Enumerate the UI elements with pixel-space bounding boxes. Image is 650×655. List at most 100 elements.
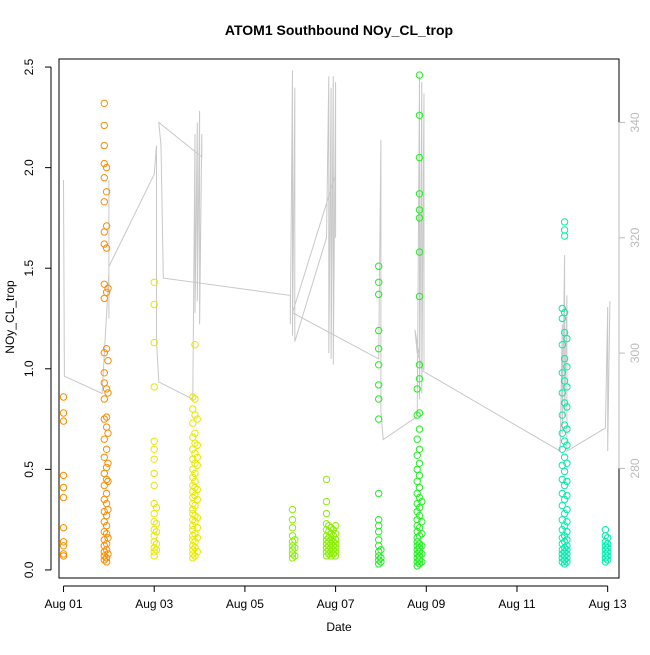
data-point bbox=[560, 509, 569, 518]
data-point bbox=[415, 292, 424, 301]
data-point bbox=[418, 542, 426, 550]
data-point bbox=[288, 516, 297, 524]
data-point bbox=[150, 455, 158, 463]
data-point bbox=[189, 526, 197, 534]
data-point bbox=[150, 469, 158, 478]
data-point bbox=[558, 389, 566, 397]
series-5 bbox=[558, 218, 612, 568]
x-tick-label: Aug 09 bbox=[407, 597, 445, 611]
data-point bbox=[102, 489, 111, 498]
data-point bbox=[150, 548, 158, 556]
data-point bbox=[100, 435, 109, 443]
data-point bbox=[104, 459, 112, 467]
data-point bbox=[191, 501, 199, 510]
data-point bbox=[189, 509, 197, 518]
data-point bbox=[193, 461, 202, 469]
data-point bbox=[150, 481, 158, 490]
data-point bbox=[331, 522, 340, 530]
data-point bbox=[413, 435, 421, 443]
data-point bbox=[601, 554, 610, 562]
data-point bbox=[375, 489, 383, 498]
data-point bbox=[563, 554, 571, 562]
data-point bbox=[193, 514, 202, 522]
data-point bbox=[322, 509, 331, 518]
data-point bbox=[102, 188, 111, 196]
data-point bbox=[558, 461, 566, 469]
data-point bbox=[59, 409, 68, 417]
data-point bbox=[104, 477, 112, 486]
data-point bbox=[415, 111, 424, 120]
data-point bbox=[288, 532, 297, 540]
data-point bbox=[100, 159, 109, 168]
data-point bbox=[415, 425, 424, 433]
data-point bbox=[102, 463, 111, 472]
data-point bbox=[558, 304, 566, 313]
data-point bbox=[189, 554, 197, 562]
data-point bbox=[558, 475, 566, 484]
data-point bbox=[102, 445, 111, 453]
data-point bbox=[191, 395, 199, 403]
data-point bbox=[413, 516, 421, 524]
data-point bbox=[413, 451, 421, 459]
data-point bbox=[100, 174, 109, 182]
data-point bbox=[415, 153, 424, 162]
data-point bbox=[415, 544, 424, 552]
data-point bbox=[193, 495, 202, 504]
data-point bbox=[558, 411, 566, 419]
y-tick-label: 1.5 bbox=[22, 260, 36, 277]
data-point bbox=[189, 419, 197, 427]
data-point bbox=[375, 290, 383, 299]
data-point bbox=[100, 379, 109, 387]
data-points-layer bbox=[59, 71, 612, 570]
data-point bbox=[288, 505, 297, 514]
data-point bbox=[104, 389, 112, 397]
data-point bbox=[189, 393, 197, 401]
data-point bbox=[560, 355, 569, 363]
data-point bbox=[558, 369, 566, 377]
data-point bbox=[558, 445, 566, 453]
data-point bbox=[189, 405, 197, 413]
data-point bbox=[150, 383, 158, 391]
data-point bbox=[59, 471, 68, 480]
data-point bbox=[100, 415, 109, 423]
data-point bbox=[563, 546, 571, 554]
data-point bbox=[189, 481, 197, 490]
data-point bbox=[102, 475, 111, 484]
data-point bbox=[375, 516, 383, 524]
data-point bbox=[601, 526, 610, 534]
data-point bbox=[102, 385, 111, 393]
data-point bbox=[150, 518, 158, 526]
data-point bbox=[191, 552, 199, 560]
data-point bbox=[322, 475, 331, 484]
data-point bbox=[102, 345, 111, 353]
data-point bbox=[102, 423, 111, 431]
data-point bbox=[415, 71, 424, 79]
data-point bbox=[100, 481, 109, 490]
data-point bbox=[102, 558, 111, 566]
data-point bbox=[59, 393, 68, 401]
y-tick-label: 2.5 bbox=[22, 58, 36, 75]
data-point bbox=[415, 375, 424, 383]
data-point bbox=[563, 491, 571, 500]
data-point bbox=[375, 262, 383, 270]
data-point bbox=[563, 441, 571, 449]
series-1 bbox=[59, 99, 112, 566]
data-point bbox=[560, 453, 569, 461]
y2-tick-label: 280 bbox=[628, 458, 642, 478]
data-point bbox=[59, 493, 68, 502]
y-tick-label: 2.0 bbox=[22, 159, 36, 176]
data-point bbox=[413, 507, 421, 516]
data-point bbox=[102, 554, 111, 562]
data-point bbox=[415, 540, 424, 548]
data-point bbox=[100, 369, 109, 377]
data-point bbox=[291, 544, 299, 552]
data-point bbox=[322, 520, 331, 528]
data-point bbox=[191, 439, 199, 447]
data-point bbox=[291, 536, 299, 544]
data-point bbox=[288, 554, 297, 562]
data-point bbox=[193, 415, 202, 423]
data-point bbox=[560, 232, 569, 240]
data-point bbox=[193, 548, 202, 556]
series-2 bbox=[150, 278, 202, 562]
data-point bbox=[152, 528, 161, 536]
